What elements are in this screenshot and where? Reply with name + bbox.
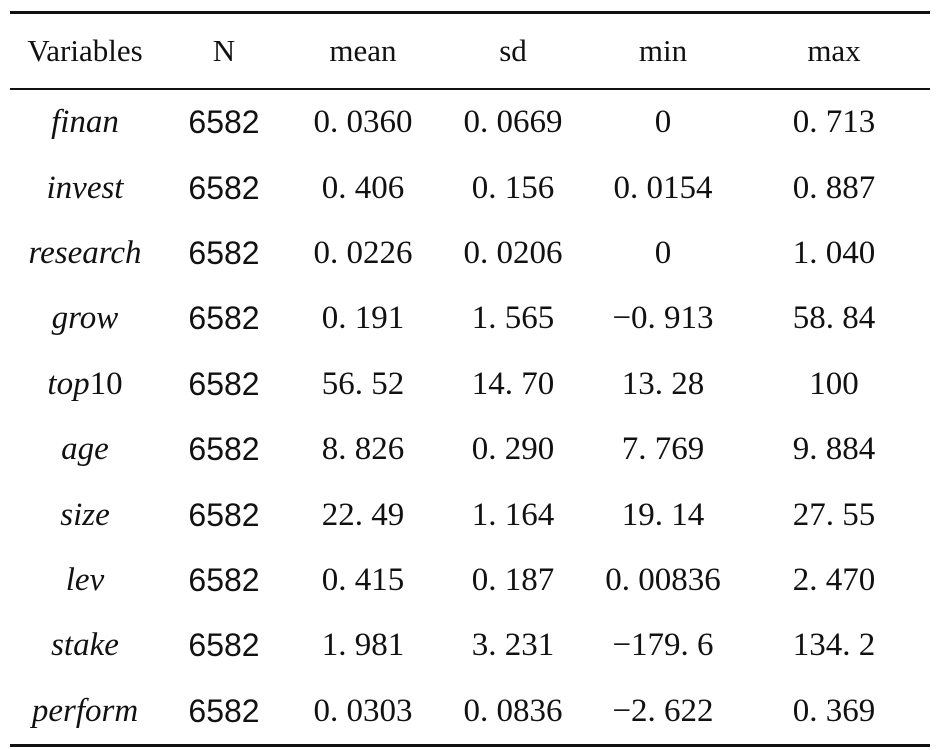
cell-max: 0. 887 (792, 169, 876, 206)
cell-min: 19. 14 (621, 496, 705, 533)
cell-n: 6582 (188, 365, 260, 402)
cell-variable: stake (10, 613, 160, 678)
cell-min: 0 (654, 104, 672, 141)
variable-name: size (60, 496, 110, 533)
cell-variable: invest (10, 155, 160, 220)
cell-n: 6582 (188, 234, 260, 271)
table-row: perform 6582 0. 0303 0. 0836 −2. 622 0. … (10, 679, 930, 746)
cell-variable: research (10, 221, 160, 286)
cell-sd: 0. 0836 (463, 692, 563, 729)
header-mean: mean (329, 33, 397, 68)
cell-n: 6582 (188, 300, 260, 337)
variable-name: stake (51, 627, 119, 664)
cell-sd: 0. 0206 (463, 234, 563, 271)
cell-sd: 1. 565 (471, 300, 555, 337)
variable-name: top (47, 365, 90, 402)
table-row: age 6582 8. 826 0. 290 7. 769 9. 884 (10, 417, 930, 482)
cell-mean: 56. 52 (321, 365, 405, 402)
cell-min: 0. 00836 (605, 561, 721, 598)
cell-mean: 8. 826 (321, 431, 405, 468)
variable-name: perform (31, 692, 139, 729)
cell-sd: 0. 187 (471, 561, 555, 598)
variable-name: invest (46, 169, 124, 206)
variable-name: age (61, 431, 109, 468)
cell-mean: 22. 49 (321, 496, 405, 533)
cell-n: 6582 (188, 627, 260, 664)
cell-mean: 0. 0360 (313, 104, 413, 141)
cell-max: 58. 84 (792, 300, 876, 337)
header-min: min (638, 33, 688, 68)
cell-n: 6582 (188, 169, 260, 206)
cell-sd: 0. 156 (471, 169, 555, 206)
table-row: finan 6582 0. 0360 0. 0669 0 0. 713 (10, 89, 930, 155)
table-row: lev 6582 0. 415 0. 187 0. 00836 2. 470 (10, 548, 930, 613)
cell-min: 0. 0154 (613, 169, 713, 206)
cell-max: 100 (809, 365, 859, 402)
cell-mean: 0. 0226 (313, 234, 413, 271)
cell-min: −2. 622 (612, 692, 714, 729)
summary-statistics-table-container: Variables N mean sd min max finan 6582 0… (10, 11, 930, 747)
header-sd: sd (499, 33, 527, 68)
cell-variable: size (10, 482, 160, 547)
cell-min: 0 (654, 234, 672, 271)
table-row: research 6582 0. 0226 0. 0206 0 1. 040 (10, 221, 930, 286)
table-row: size 6582 22. 49 1. 164 19. 14 27. 55 (10, 482, 930, 547)
table-row: stake 6582 1. 981 3. 231 −179. 6 134. 2 (10, 613, 930, 678)
cell-variable: top10 (10, 352, 160, 417)
cell-variable: lev (10, 548, 160, 613)
variable-suffix: 10 (89, 365, 123, 402)
variable-name: grow (51, 300, 119, 337)
cell-variable: age (10, 417, 160, 482)
cell-mean: 1. 981 (321, 627, 405, 664)
cell-mean: 0. 415 (321, 561, 405, 598)
cell-n: 6582 (188, 561, 260, 598)
variable-name: lev (65, 561, 105, 598)
cell-min: 7. 769 (621, 431, 705, 468)
cell-min: −179. 6 (612, 627, 714, 664)
table-header-row: Variables N mean sd min max (10, 12, 930, 89)
cell-max: 0. 369 (792, 692, 876, 729)
cell-n: 6582 (188, 104, 260, 141)
cell-n: 6582 (188, 692, 260, 729)
cell-mean: 0. 406 (321, 169, 405, 206)
cell-min: 13. 28 (621, 365, 705, 402)
header-variables: Variables (27, 33, 143, 68)
cell-variable: finan (10, 89, 160, 155)
header-n: N (212, 33, 236, 68)
cell-max: 2. 470 (792, 561, 876, 598)
cell-min: −0. 913 (612, 300, 714, 337)
cell-sd: 0. 290 (471, 431, 555, 468)
cell-max: 0. 713 (792, 104, 876, 141)
cell-variable: perform (10, 679, 160, 746)
header-max: max (807, 33, 861, 68)
cell-n: 6582 (188, 496, 260, 533)
table-row: top10 6582 56. 52 14. 70 13. 28 100 (10, 352, 930, 417)
cell-max: 134. 2 (792, 627, 876, 664)
variable-name: research (28, 234, 142, 271)
summary-statistics-table: Variables N mean sd min max finan 6582 0… (10, 11, 930, 747)
cell-sd: 0. 0669 (463, 104, 563, 141)
cell-n: 6582 (188, 431, 260, 468)
table-row: invest 6582 0. 406 0. 156 0. 0154 0. 887 (10, 155, 930, 220)
table-row: grow 6582 0. 191 1. 565 −0. 913 58. 84 (10, 286, 930, 351)
cell-sd: 3. 231 (471, 627, 555, 664)
cell-variable: grow (10, 286, 160, 351)
cell-max: 1. 040 (792, 234, 876, 271)
cell-mean: 0. 0303 (313, 692, 413, 729)
cell-mean: 0. 191 (321, 300, 405, 337)
cell-sd: 1. 164 (471, 496, 555, 533)
cell-max: 9. 884 (792, 431, 876, 468)
variable-name: finan (51, 104, 119, 141)
cell-sd: 14. 70 (471, 365, 555, 402)
cell-max: 27. 55 (792, 496, 876, 533)
